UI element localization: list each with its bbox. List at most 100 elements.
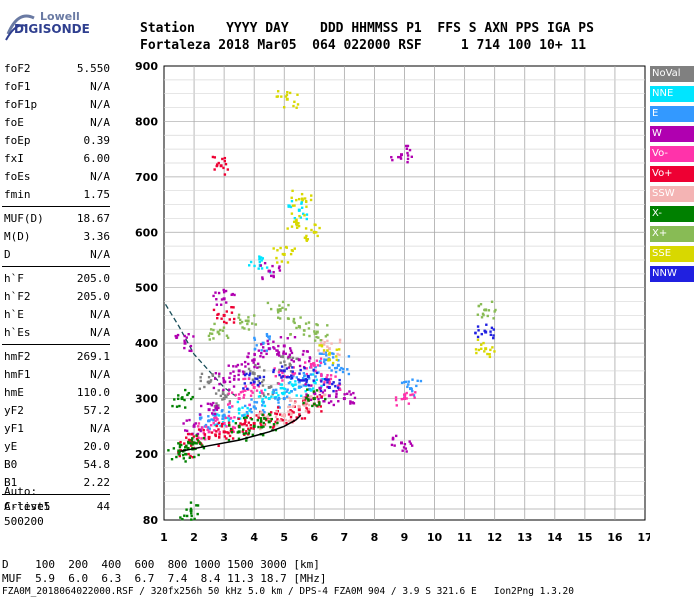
data-point [285, 97, 289, 101]
data-point [283, 387, 287, 391]
auto-label: Auto: [4, 485, 38, 498]
data-point [269, 307, 273, 311]
data-point [226, 416, 229, 420]
data-point [212, 421, 215, 425]
data-point [476, 338, 480, 341]
data-point [209, 380, 212, 383]
data-point [258, 257, 262, 260]
x-tick-label: 17 [637, 531, 650, 544]
data-point [297, 404, 300, 408]
data-point [280, 376, 283, 379]
data-point [267, 397, 271, 401]
data-point [184, 446, 187, 449]
data-point [216, 422, 219, 426]
data-point [313, 392, 317, 396]
data-point [215, 430, 218, 433]
data-point [232, 385, 236, 388]
data-point [247, 432, 251, 435]
data-point [249, 424, 252, 427]
data-point [207, 435, 211, 439]
data-point [293, 247, 296, 250]
param-label: fmin [4, 188, 31, 201]
data-point [312, 362, 316, 365]
data-point [252, 424, 256, 428]
data-point [397, 155, 400, 159]
data-point [220, 298, 224, 301]
data-point [228, 400, 232, 403]
data-point [243, 382, 246, 385]
legend-item: X+ [650, 226, 694, 242]
data-point [239, 322, 242, 325]
data-point [266, 339, 269, 343]
data-point [209, 424, 213, 427]
data-point [295, 416, 298, 419]
param-row: foEs N/A [2, 168, 110, 186]
data-point [271, 392, 274, 396]
logo-text-digisonde: DIGISONDE [14, 22, 90, 36]
data-point [183, 334, 186, 338]
data-point [489, 348, 492, 352]
data-point [276, 418, 279, 421]
data-point [195, 434, 198, 437]
data-point [277, 311, 280, 314]
x-tick-label: 3 [220, 531, 228, 544]
data-point [319, 361, 323, 365]
data-point [253, 347, 257, 351]
data-point [233, 317, 236, 321]
data-point [186, 393, 189, 397]
data-point [274, 388, 278, 391]
data-point [244, 418, 247, 422]
data-point [192, 441, 196, 445]
data-point [177, 394, 180, 397]
data-point [300, 201, 304, 204]
data-point [222, 379, 226, 382]
data-point [206, 380, 210, 384]
data-point [237, 378, 240, 381]
data-point [310, 228, 313, 232]
param-label: M(D) [4, 230, 31, 243]
data-point [181, 517, 184, 521]
data-point [298, 214, 301, 218]
data-point [228, 406, 232, 409]
data-point [286, 388, 289, 391]
data-point [316, 323, 319, 327]
data-point [268, 337, 271, 341]
param-value: 0.39 [83, 134, 111, 147]
data-point [273, 347, 276, 350]
data-point [232, 430, 235, 433]
data-point [279, 419, 282, 422]
data-point [175, 336, 179, 339]
data-point [338, 338, 342, 342]
data-point [302, 212, 305, 216]
param-value: 54.8 [83, 458, 111, 471]
data-point [203, 385, 206, 389]
data-point [222, 376, 225, 380]
data-point [316, 395, 319, 398]
data-point [309, 364, 313, 367]
data-point [298, 364, 302, 368]
data-point [277, 382, 281, 385]
data-point [323, 360, 326, 364]
data-point [213, 168, 216, 171]
data-point [188, 418, 191, 422]
data-point [260, 352, 263, 355]
data-point [276, 261, 279, 264]
data-point [225, 310, 228, 313]
data-point [219, 328, 222, 332]
data-point [400, 381, 404, 385]
data-point [244, 404, 247, 408]
data-point [246, 322, 249, 326]
data-point [293, 100, 296, 104]
data-point [202, 446, 206, 450]
data-point [261, 397, 264, 401]
data-point [326, 339, 329, 343]
data-point [184, 388, 187, 392]
data-point [325, 376, 328, 379]
data-point [212, 413, 215, 417]
data-point [288, 362, 291, 365]
data-point [218, 382, 221, 386]
data-point [475, 351, 478, 355]
data-point [243, 413, 246, 416]
data-point [305, 397, 308, 400]
param-label: foE [4, 116, 24, 129]
